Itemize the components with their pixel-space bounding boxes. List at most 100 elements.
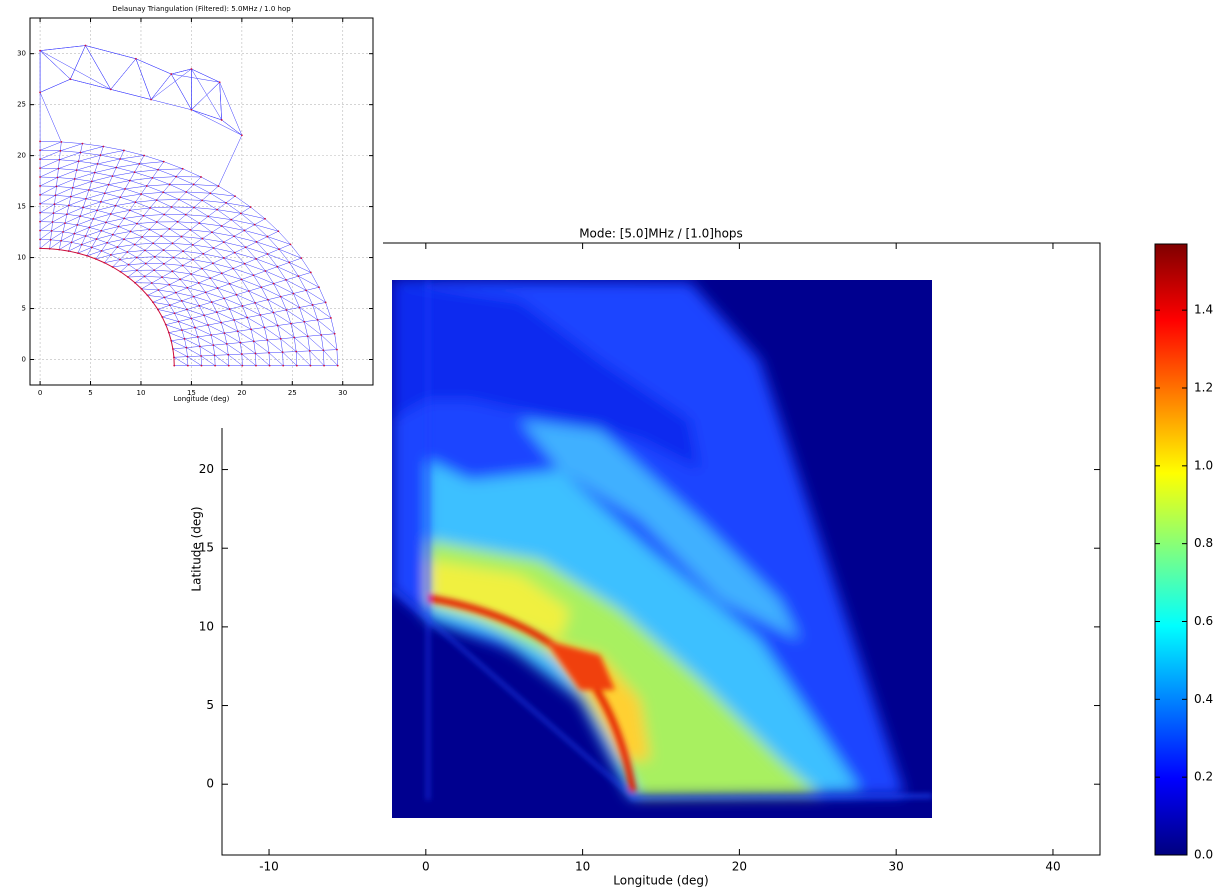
mesh-edge xyxy=(83,201,101,208)
mesh-edge xyxy=(105,222,119,227)
mesh-edge xyxy=(171,68,192,75)
mesh-edge xyxy=(219,82,222,120)
mesh-edge xyxy=(264,327,268,341)
mesh-edge xyxy=(112,175,130,181)
mesh-edge xyxy=(211,298,225,303)
mesh-edge xyxy=(39,212,54,222)
mesh-edge xyxy=(101,246,118,252)
mesh-edge xyxy=(224,333,228,344)
mesh-edge xyxy=(237,331,254,342)
mesh-axes: 0 5 10 15 20 25 30 0 5 10 15 20 25 30 Delaunay Triangu… xyxy=(17,5,374,403)
mesh-edge xyxy=(156,221,170,230)
mesh-edge xyxy=(198,277,211,284)
mesh-edge xyxy=(187,287,194,297)
mesh-node xyxy=(230,218,233,221)
mesh-node xyxy=(272,311,275,314)
mesh-edge xyxy=(226,343,242,355)
mesh-node xyxy=(240,278,243,281)
mesh-edge xyxy=(221,273,242,280)
mesh-edge xyxy=(74,172,95,180)
mesh-edge xyxy=(61,233,75,241)
mesh-edge xyxy=(61,240,72,243)
mesh-node xyxy=(292,292,295,295)
mesh-node xyxy=(80,243,83,246)
mesh-edge xyxy=(135,201,151,209)
mesh-node xyxy=(123,238,125,241)
mesh-edge xyxy=(205,292,225,299)
mesh-edge xyxy=(280,337,295,340)
mesh-edge xyxy=(213,344,229,355)
mesh-node xyxy=(263,326,266,329)
mesh-edge xyxy=(255,299,268,304)
mesh-node xyxy=(190,108,193,111)
mesh-edge xyxy=(157,309,175,314)
mesh-edge xyxy=(253,341,270,354)
mesh-node xyxy=(153,255,156,258)
mesh-edge xyxy=(135,58,172,75)
mesh-node xyxy=(233,319,236,321)
mesh-edge xyxy=(180,279,188,288)
mesh-node xyxy=(309,364,312,367)
mesh-edge xyxy=(175,287,188,293)
mesh-node xyxy=(81,142,84,145)
mesh-edge xyxy=(182,244,193,252)
mesh-edge xyxy=(203,253,214,264)
mesh-node xyxy=(114,204,117,207)
mesh-edge xyxy=(191,68,222,121)
mesh-points xyxy=(39,44,339,367)
mesh-edge xyxy=(234,230,245,237)
mesh-node xyxy=(95,238,98,240)
mesh-edge xyxy=(91,238,97,248)
mesh-edge xyxy=(191,82,220,110)
mesh-node xyxy=(279,337,282,340)
mesh-edge xyxy=(151,282,170,285)
mesh-edge xyxy=(96,238,108,243)
mesh-edge xyxy=(164,297,182,302)
mesh-edge xyxy=(68,244,82,252)
mesh-node xyxy=(123,217,126,220)
mesh-edge xyxy=(253,275,274,284)
mesh-edge xyxy=(240,206,251,214)
mesh-edge xyxy=(118,218,125,227)
mesh-edge xyxy=(201,355,215,357)
mesh-edge xyxy=(285,279,294,294)
mesh-edge xyxy=(85,192,105,200)
mesh-edge xyxy=(110,89,152,100)
y-tick-label: 10 xyxy=(199,619,214,633)
mesh-node xyxy=(163,213,166,216)
mesh-node xyxy=(268,364,271,367)
mesh-edge xyxy=(255,352,270,354)
mesh-edge xyxy=(50,239,62,242)
mesh-edge xyxy=(62,224,78,233)
mesh-node xyxy=(192,258,194,261)
mesh-node xyxy=(247,290,250,292)
mesh-edge xyxy=(77,224,90,228)
mesh-edge xyxy=(127,276,145,278)
mesh-edge xyxy=(173,257,183,266)
mesh-edge xyxy=(305,290,313,306)
mesh-node xyxy=(198,345,201,348)
mesh-edge xyxy=(39,92,62,143)
mesh-edge xyxy=(186,309,205,316)
mesh-edge xyxy=(255,353,270,366)
mesh-edge xyxy=(186,347,202,357)
mesh-edge xyxy=(260,312,274,316)
mesh-edge xyxy=(218,185,236,197)
mesh-edge xyxy=(255,258,278,267)
mesh-edge xyxy=(150,68,192,100)
mesh-node xyxy=(39,91,41,94)
mesh-node xyxy=(290,322,292,325)
mesh-node xyxy=(51,221,54,223)
mesh-edge xyxy=(260,314,278,326)
mesh-edge xyxy=(199,222,222,227)
mesh-edge xyxy=(39,150,61,160)
mesh-edge xyxy=(280,296,300,308)
mesh-edge xyxy=(130,223,138,232)
mesh-node xyxy=(39,167,41,170)
mesh-edge xyxy=(267,253,290,263)
mesh-node xyxy=(185,191,188,193)
mesh-node xyxy=(92,218,95,220)
mesh-edge xyxy=(139,155,145,164)
mesh-edge xyxy=(203,253,224,259)
mesh-node xyxy=(71,186,74,189)
